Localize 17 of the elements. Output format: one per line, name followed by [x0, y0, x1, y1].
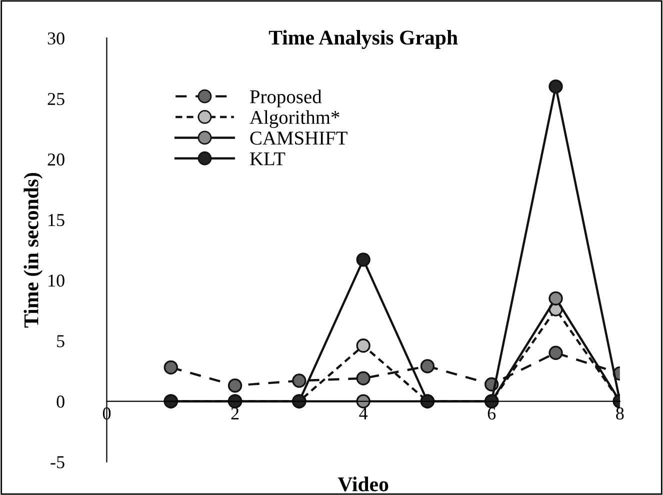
legend-label: CAMSHIFT — [250, 132, 348, 145]
y-tick-label: 15 — [48, 214, 64, 226]
y-tick-label: 0 — [56, 396, 64, 408]
y-tick-label: 30 — [48, 32, 64, 45]
y-tick-label: -5 — [50, 456, 64, 468]
y-axis-title: Time (in seconds) — [24, 172, 43, 328]
legend-label: Algorithm* — [250, 110, 340, 128]
x-tick-label: 4 — [359, 408, 368, 420]
y-tick-label: 20 — [48, 153, 64, 166]
legend-label: KLT — [250, 152, 286, 166]
x-axis-title: Video — [338, 476, 388, 492]
y-tick-label: 5 — [57, 335, 64, 348]
y-tick-label: 25 — [48, 92, 64, 106]
x-tick-label: 8 — [616, 407, 624, 420]
legend-label: Proposed — [250, 90, 322, 108]
chart-title: Time Analysis Graph — [268, 30, 458, 49]
y-tick-label: 10 — [48, 274, 64, 287]
